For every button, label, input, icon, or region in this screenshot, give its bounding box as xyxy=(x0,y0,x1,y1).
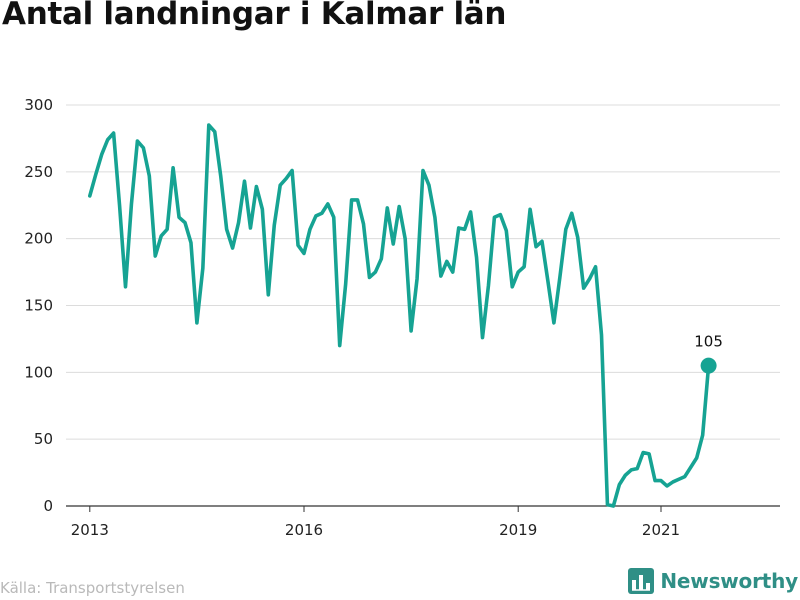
source-note: Källa: Transportstyrelsen xyxy=(0,579,185,597)
y-tick-label: 0 xyxy=(43,497,53,515)
x-axis-ticks: 2013 2016 2019 2021 xyxy=(71,506,680,539)
brand-name: Newsworthy xyxy=(660,569,798,593)
end-point-label: 105 xyxy=(694,333,723,351)
y-tick-label: 150 xyxy=(24,297,53,315)
x-tick-label: 2021 xyxy=(642,521,680,539)
y-tick-label: 100 xyxy=(24,363,53,381)
end-point-marker xyxy=(701,358,717,374)
series-line xyxy=(90,125,709,506)
y-axis-ticks: 0 50 100 150 200 250 300 xyxy=(24,96,53,515)
x-tick-label: 2016 xyxy=(285,521,323,539)
x-tick-label: 2019 xyxy=(499,521,537,539)
x-tick-label: 2013 xyxy=(71,521,109,539)
y-tick-label: 250 xyxy=(24,163,53,181)
gridlines xyxy=(66,105,780,506)
newsworthy-logo-icon xyxy=(628,568,654,594)
line-chart: 0 50 100 150 200 250 300 2013 2016 2019 2021 105 xyxy=(0,0,800,560)
y-tick-label: 200 xyxy=(24,230,53,248)
y-tick-label: 50 xyxy=(34,430,53,448)
y-tick-label: 300 xyxy=(24,96,53,114)
brand-logo: Newsworthy xyxy=(628,568,798,594)
